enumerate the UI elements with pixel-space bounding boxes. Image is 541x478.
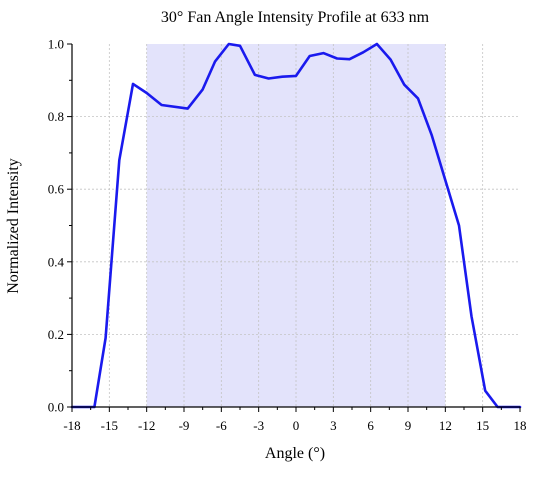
- x-tick-label: 18: [514, 418, 527, 433]
- x-tick-label: 12: [439, 418, 452, 433]
- x-tick-label: -9: [179, 418, 190, 433]
- plot-area: -18 -15 -12 -9 -6 -3 0 3 6 9 12 15 18 0.0 0.2 0.4 0.6 0.8…: [48, 37, 527, 434]
- chart-title: 30° Fan Angle Intensity Profile at 633 n…: [161, 9, 430, 26]
- y-tick-label: 0.0: [48, 400, 64, 415]
- x-tick-label: 15: [476, 418, 489, 433]
- x-tick-label: 6: [367, 418, 374, 433]
- y-tick-label: 0.2: [48, 327, 64, 342]
- y-axis-title: Normalized Intensity: [5, 158, 22, 294]
- x-tick-label: 9: [405, 418, 412, 433]
- x-tick-label: -6: [216, 418, 227, 433]
- x-tick-label: 0: [293, 418, 300, 433]
- x-tick-label: -12: [138, 418, 155, 433]
- x-tick-label: -3: [253, 418, 264, 433]
- series-line: [70, 42, 522, 409]
- x-axis-title: Angle (°): [265, 445, 325, 462]
- y-tick-label: 0.6: [48, 182, 65, 197]
- x-tick-label: 3: [330, 418, 337, 433]
- y-tick-label: 1.0: [48, 37, 64, 52]
- x-tick-label: -15: [101, 418, 118, 433]
- x-tick-label: -18: [63, 418, 80, 433]
- y-tick-label: 0.8: [48, 109, 64, 124]
- y-tick-label: 0.4: [48, 254, 65, 269]
